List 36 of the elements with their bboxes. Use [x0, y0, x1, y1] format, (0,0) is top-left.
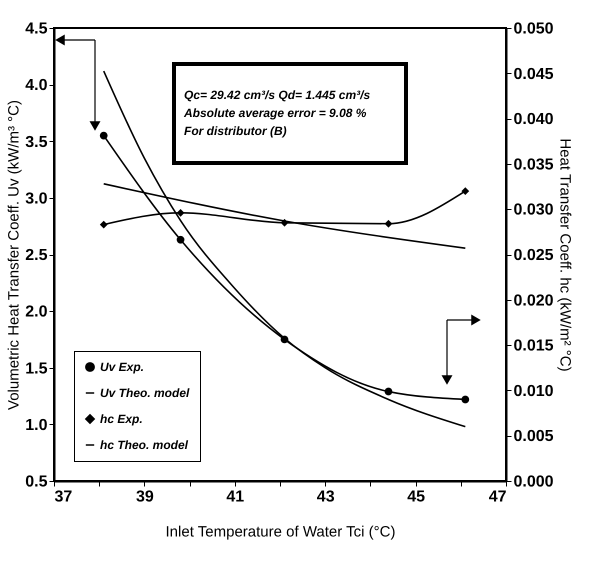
x-tick-label: 41 [226, 488, 244, 506]
y2-tick-label: 0.025 [514, 247, 554, 264]
annotation: Qc= 29.42 cm³/s Qd= 1.445 cm³/s [184, 88, 370, 102]
y-tick-label: 1.0 [25, 416, 48, 434]
annotation: Absolute average error = 9.08 % [183, 106, 367, 120]
annotation: For distributor (B) [184, 124, 287, 138]
y-axis-title: Volumetric Heat Transfer Coeff. Uv (kW/m³ °C) [5, 100, 22, 410]
y2-tick-label: 0.015 [514, 338, 554, 355]
x-tick-label: 47 [488, 488, 507, 506]
y2-tick-label: 0.030 [514, 202, 554, 219]
y2-tick-label: 0.050 [514, 20, 554, 38]
x-axis-title: Inlet Temperature of Water Tci (°C) [166, 524, 396, 540]
y-tick-label: 0.5 [25, 474, 48, 490]
y2-axis-title: Heat Transfer Coeff. hc (kW/m² °C) [556, 138, 574, 372]
y-tick-label: 1.5 [25, 360, 48, 378]
legend-label: Uv Theo. model [100, 386, 190, 400]
y-tick-label: 2.0 [25, 304, 48, 321]
y2-tick-label: 0.020 [514, 292, 554, 310]
legend-label: hc Theo. model [100, 438, 189, 452]
y2-tick-label: 0.000 [514, 474, 554, 490]
y-tick-label: 3.0 [25, 190, 48, 208]
legend-label: hc Exp. [100, 412, 143, 426]
y-tick-label: 4.5 [25, 20, 48, 38]
y-tick-label: 4.0 [25, 77, 48, 94]
y2-tick-label: 0.040 [514, 111, 554, 128]
x-tick-label: 39 [136, 488, 154, 506]
y2-tick-label: 0.010 [514, 382, 554, 400]
x-tick-label: 45 [407, 488, 426, 506]
legend-label: Uv Exp. [100, 360, 144, 374]
y-tick-label: 3.5 [25, 134, 48, 151]
y-tick-label: 2.5 [25, 247, 48, 264]
y2-tick-label: 0.005 [514, 428, 554, 446]
x-tick-label: 43 [316, 488, 335, 506]
y2-tick-label: 0.035 [514, 156, 554, 174]
x-tick-label: 37 [54, 488, 72, 506]
y2-tick-label: 0.045 [514, 66, 554, 83]
